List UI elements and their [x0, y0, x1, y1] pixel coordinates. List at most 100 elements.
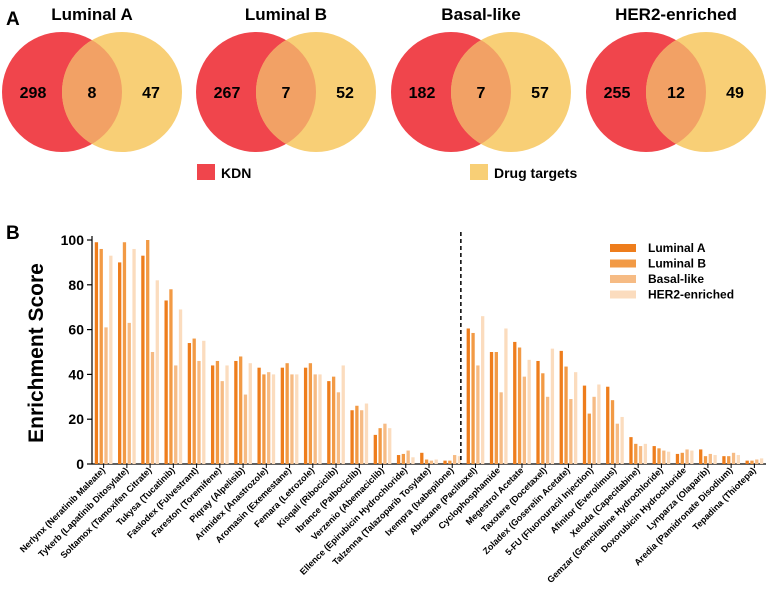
- bar: [597, 384, 601, 464]
- bar: [280, 367, 284, 464]
- bar: [615, 423, 619, 464]
- legend-swatch-kdn: [197, 164, 215, 180]
- legend-swatch: [610, 244, 636, 252]
- venn-count-kdn-only: 298: [20, 85, 47, 102]
- bar: [336, 392, 341, 464]
- bar: [610, 400, 615, 464]
- bar: [239, 356, 243, 464]
- bar: [99, 248, 103, 464]
- y-tick-label: 100: [61, 232, 85, 248]
- bar: [122, 242, 127, 464]
- bar: [457, 456, 462, 464]
- legend-label: Luminal B: [648, 257, 706, 271]
- bar: [243, 394, 248, 464]
- bar: [424, 459, 429, 464]
- bar: [708, 453, 712, 464]
- bar: [364, 403, 369, 464]
- bar-chart: 0 20 40 60 80 100 Nerlynx (Neratinib Maleate)T…: [18, 232, 766, 585]
- bar: [155, 280, 159, 464]
- bar: [420, 452, 424, 464]
- venn-count-overlap: 12: [667, 85, 685, 102]
- bar: [471, 332, 475, 464]
- bar: [559, 350, 563, 464]
- bar: [582, 385, 587, 464]
- bar: [494, 352, 498, 464]
- bar: [452, 455, 457, 464]
- bar: [94, 242, 99, 464]
- bar: [545, 396, 550, 464]
- bar: [220, 381, 224, 464]
- bar: [411, 457, 415, 464]
- bar: [587, 413, 591, 464]
- bar: [187, 343, 192, 464]
- bar: [755, 459, 759, 464]
- bar: [713, 455, 717, 464]
- bar: [378, 428, 382, 464]
- bar: [429, 460, 434, 464]
- bar: [104, 327, 108, 464]
- bar: [727, 456, 731, 464]
- venn-count-kdn-only: 182: [409, 85, 436, 102]
- bar: [285, 363, 289, 464]
- bar: [350, 410, 354, 464]
- bar: [517, 347, 522, 464]
- legend-swatch: [610, 275, 636, 283]
- legend-label-drug-targets: Drug targets: [494, 165, 577, 181]
- bar: [703, 456, 708, 464]
- bar: [481, 316, 485, 464]
- bar: [638, 446, 643, 464]
- bar: [466, 328, 470, 464]
- venn-title: Basal-like: [441, 5, 520, 24]
- bar: [234, 360, 238, 464]
- bar: [634, 443, 638, 464]
- y-axis-title: Enrichment Score: [25, 263, 48, 443]
- bar: [513, 341, 517, 464]
- venn-overlap: [62, 32, 122, 152]
- bar: [643, 443, 648, 464]
- bar: [215, 360, 220, 464]
- bar: [504, 328, 508, 464]
- venn-count-overlap: 7: [477, 85, 486, 102]
- bar: [657, 448, 661, 464]
- bar: [527, 359, 531, 464]
- bar: [564, 366, 568, 464]
- bar: [448, 460, 452, 464]
- bar: [295, 374, 299, 464]
- y-tick-label: 40: [68, 366, 84, 382]
- x-tick-label: Soltamox (Tamoxifen Citrate): [59, 465, 154, 560]
- bar: [388, 428, 392, 464]
- bar: [736, 455, 740, 464]
- bar: [210, 365, 215, 464]
- venn-overlap: [256, 32, 316, 152]
- bar: [759, 458, 764, 464]
- bar: [360, 410, 364, 464]
- bar: [434, 459, 438, 464]
- bar: [745, 460, 749, 464]
- venn-2: Luminal B 267 7 52: [196, 5, 376, 152]
- bar: [680, 452, 684, 464]
- bar: [174, 365, 178, 464]
- bar: [257, 367, 261, 464]
- bar: [308, 363, 313, 464]
- venn-count-overlap: 7: [282, 85, 291, 102]
- legend-swatch: [610, 259, 636, 268]
- bar: [396, 455, 401, 464]
- bar: [164, 300, 168, 464]
- bar: [318, 374, 322, 464]
- x-tick-label: Tykerb (Lapatinib Ditosylate): [36, 465, 130, 559]
- legend-swatch-drug-targets: [470, 164, 488, 180]
- bar: [606, 386, 610, 464]
- venn-count-drug-only: 49: [726, 85, 744, 102]
- bar: [109, 255, 113, 464]
- bar: [271, 374, 276, 464]
- bar: [662, 450, 666, 464]
- bar: [536, 360, 540, 464]
- bar: [355, 405, 359, 464]
- bar: [118, 262, 122, 464]
- bar: [169, 289, 173, 464]
- bar: [248, 363, 252, 464]
- bar: [290, 374, 294, 464]
- bar: [620, 416, 624, 464]
- bar: [550, 348, 555, 464]
